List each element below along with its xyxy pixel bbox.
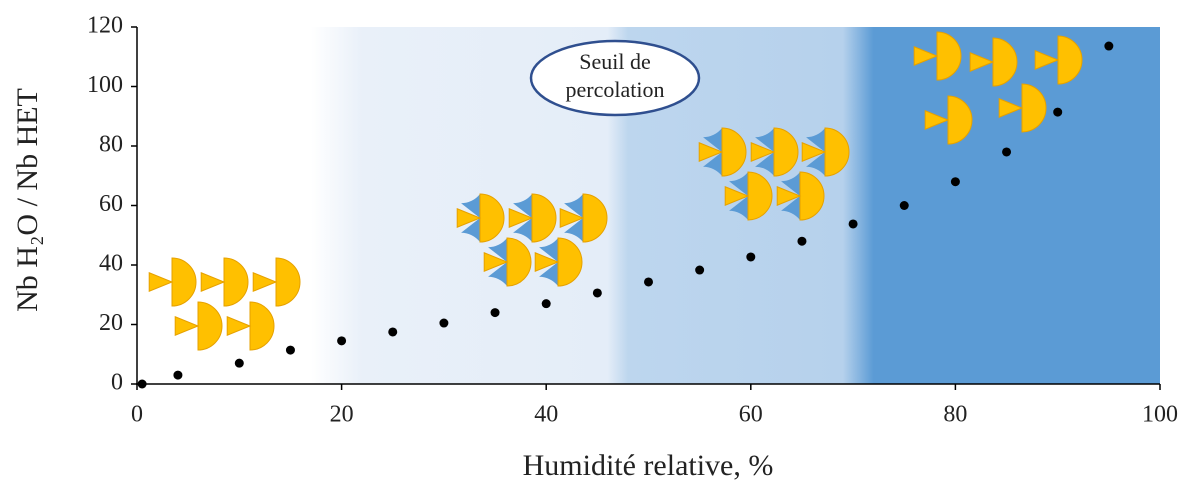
icon-part [750,142,776,162]
icon-part [223,257,249,307]
icon-part [557,237,583,287]
point [490,308,500,318]
icon-part [724,186,750,206]
icon-part [824,127,850,177]
icon-part [703,128,722,176]
x-tick-label: 40 [534,402,558,428]
molecule-icons [148,31,1083,351]
icon-part [252,272,278,292]
icon-part [171,257,197,307]
y-tick-label: 20 [99,310,123,336]
icon-part [488,238,507,286]
point [337,336,347,346]
icon-part [801,142,827,162]
icon-part [1021,83,1047,133]
point [234,358,244,368]
icon-part [729,172,748,220]
icon-part [174,316,200,336]
icon-part [936,31,962,81]
point [950,177,960,187]
icon-part [913,46,939,66]
icon-part [479,193,505,243]
icon-part [197,301,223,351]
x-tick-label: 80 [943,402,967,428]
annotation: Seuil de [579,49,651,74]
y-tick-label: 100 [87,72,123,98]
icon-part [992,37,1018,87]
icon-part [969,52,995,72]
icon-part [747,171,773,221]
icon-part [781,172,800,220]
annotation-box [529,39,701,117]
icon-part [200,272,226,292]
icon-part [806,128,825,176]
y-axis-title: Nb H₂O / Nb HET [11,88,44,312]
x-tick-label: 20 [330,402,354,428]
icon-part [249,301,275,351]
icon-part [924,110,950,130]
point [1104,41,1114,51]
icon-part [698,142,724,162]
icon-part [1034,50,1060,70]
icon-part [721,127,747,177]
point [439,318,449,328]
y-tick-label: 0 [111,370,123,396]
point [592,288,602,298]
point [848,219,858,229]
y-tick-label: 120 [87,13,123,39]
icon-part [539,238,558,286]
icon-part [773,127,799,177]
x-axis-title: Humidité relative, % [523,449,774,482]
point [1053,107,1063,117]
icon-part [755,128,774,176]
x-tick-label: 100 [1142,402,1178,428]
y-tick-label: 80 [99,132,123,158]
icon-part [1057,35,1083,85]
x-tick-label: 0 [131,402,143,428]
x-tick-label: 60 [739,402,763,428]
icon-part [461,194,480,242]
icon-part [582,193,608,243]
icon-part [483,252,509,272]
point [644,277,653,287]
point [541,299,551,309]
icon-part [531,193,557,243]
icon-part [564,194,583,242]
icon-part [947,95,973,145]
icon-part [799,171,825,221]
point [899,201,909,210]
annotation: percolation [566,77,665,102]
icon-part [275,257,301,307]
point [797,236,807,246]
icon-part [456,208,482,228]
icon-part [508,208,534,228]
point [746,252,756,262]
y-tick-label: 60 [99,191,123,217]
icon-part [776,186,802,206]
icon-part [559,208,585,228]
icon-part [148,272,174,292]
y-tick-label: 40 [99,251,123,277]
icon-part [226,316,252,336]
icon-part [998,98,1024,118]
point [285,345,295,355]
point [1002,147,1012,157]
point [388,327,398,337]
icon-part [513,194,532,242]
point [137,379,147,389]
icon-part [506,237,532,287]
point [695,265,705,275]
point [173,370,183,380]
icon-part [534,252,560,272]
